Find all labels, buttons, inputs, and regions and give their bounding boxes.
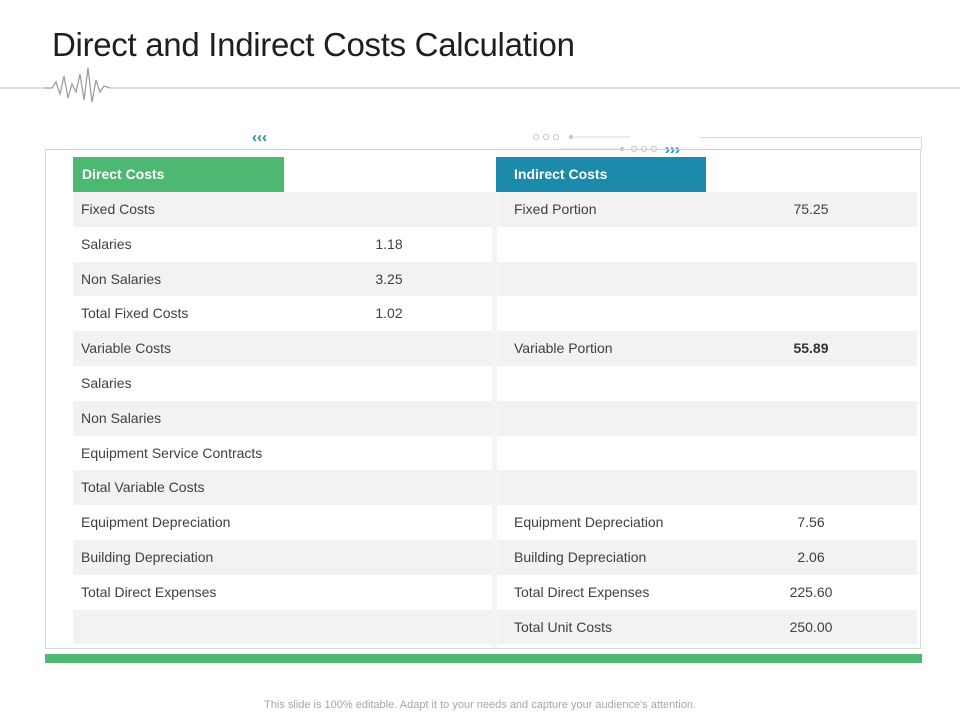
row-value: 2.06 [797,548,825,565]
table-row: Variable Costs [73,331,492,366]
table-row [497,470,917,506]
row-label: Equipment Depreciation [81,514,231,531]
table-row: Salaries [73,366,492,401]
table-row [497,296,917,331]
table-row: Fixed Costs [73,192,492,227]
row-label: Fixed Costs [81,201,155,217]
row-value: 250.00 [789,618,833,635]
indirect-costs-column: Fixed Portion 75.25 Variable Portion 55.89… [497,192,917,645]
row-value: 7.56 [797,514,825,531]
table-row: Non Salaries 3.25 [73,261,492,297]
direct-costs-header: Direct Costs [73,157,284,192]
bottom-accent-bar [45,654,922,663]
table-row [497,261,917,297]
row-value: 1.18 [375,235,403,252]
row-label: Total Unit Costs [514,618,613,635]
row-label: Total Variable Costs [81,479,205,496]
row-label: Equipment Depreciation [514,514,664,531]
row-label: Salaries [81,374,132,391]
table-row: Variable Portion 55.89 [497,331,917,366]
table-row: Equipment Depreciation 7.56 [497,505,917,540]
table-row: Total Direct Expenses [73,575,492,610]
column-divider [492,192,497,648]
row-label: Total Direct Expenses [81,583,217,600]
indirect-costs-header: Indirect Costs [496,157,706,192]
row-label: Salaries [81,235,132,252]
table-row: Total Unit Costs 250.00 [497,609,917,645]
row-value: 225.60 [789,583,833,600]
row-value: 55.89 [793,340,829,357]
table-row: Non Salaries [73,400,492,436]
table-row: Total Fixed Costs 1.02 [73,296,492,331]
pulse-line-decoration [0,67,960,103]
row-label: Non Salaries [81,409,162,426]
table-row: Building Depreciation 2.06 [497,539,917,575]
row-label: Variable Portion [514,340,613,357]
row-label: Variable Costs [81,340,172,357]
row-label: Fixed Portion [514,201,597,217]
table-row [497,227,917,262]
footer-note: This slide is 100% editable. Adapt it to… [264,699,696,711]
table-row [497,366,917,401]
table-row: Equipment Service Contracts [73,436,492,471]
frame-corner-decoration [700,137,922,150]
table-row [497,400,917,436]
row-value: 75.25 [793,201,829,217]
row-value: 1.02 [375,305,403,322]
page-title: Direct and Indirect Costs Calculation [52,26,575,63]
table-row: Equipment Depreciation [73,505,492,540]
row-label: Building Depreciation [514,548,647,565]
row-value: 3.25 [375,270,403,287]
row-label: Equipment Service Contracts [81,444,263,461]
table-frame [45,149,921,649]
row-label: Non Salaries [81,270,162,287]
svg-text:‹‹‹: ‹‹‹ [252,129,267,146]
table-row [73,609,492,645]
table-row [497,436,917,471]
row-label: Total Fixed Costs [81,305,189,322]
table-row: Salaries 1.18 [73,227,492,262]
table-row: Building Depreciation [73,539,492,575]
left-arrows-decoration: ‹‹‹ [252,129,630,146]
table-row: Fixed Portion 75.25 [497,192,917,227]
direct-costs-column: Fixed Costs Salaries 1.18 Non Salaries 3.2… [73,192,492,645]
table-row: Total Direct Expenses 225.60 [497,575,917,610]
table-row: Total Variable Costs [73,470,492,506]
row-label: Total Direct Expenses [514,583,650,600]
row-label: Building Depreciation [81,548,214,565]
